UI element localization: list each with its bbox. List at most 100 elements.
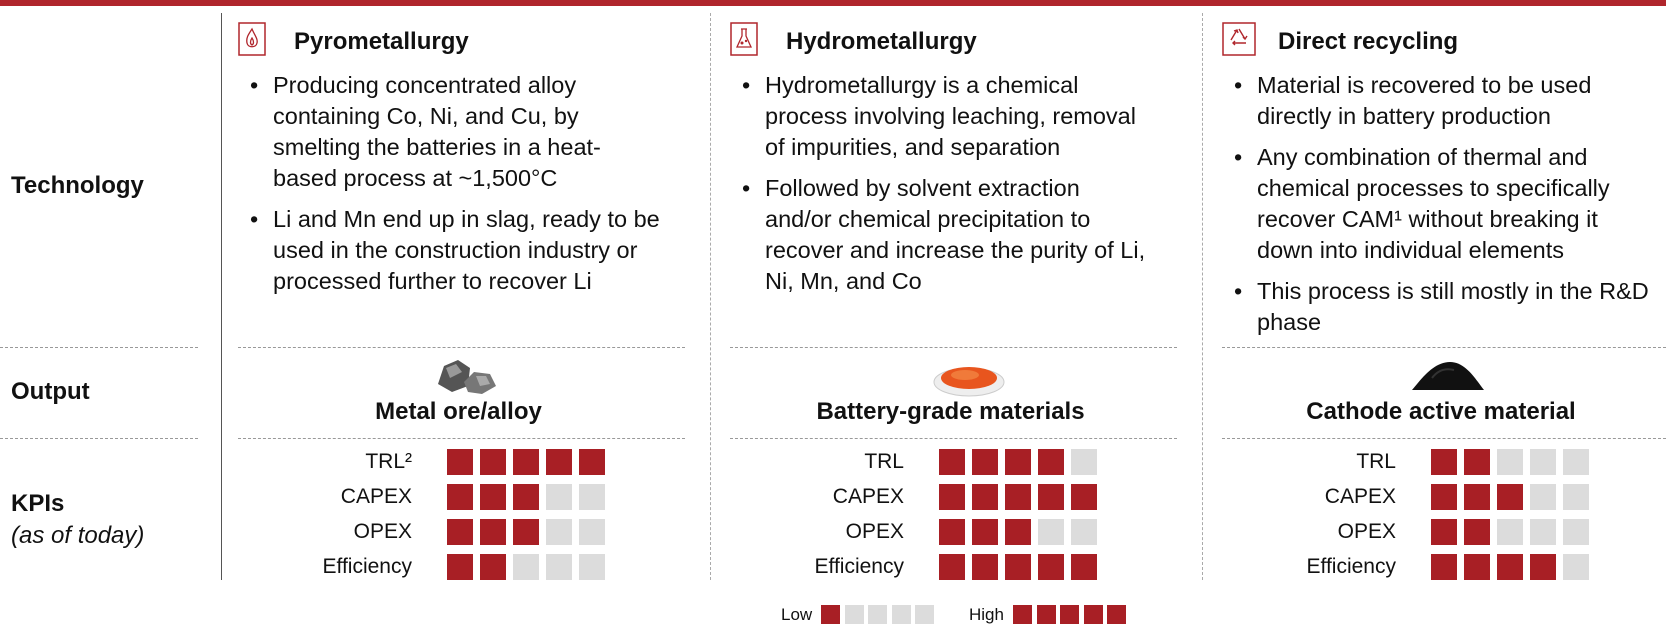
kpi-square: [513, 484, 539, 510]
kpi-square: [579, 519, 605, 545]
kpi-square: [1071, 484, 1097, 510]
row-separator: [1222, 347, 1666, 348]
kpi-square: [1038, 554, 1064, 580]
row-separator: [730, 438, 1177, 439]
bullet-list: Material is recovered to be used directl…: [1234, 70, 1654, 348]
column-title: Hydrometallurgy: [786, 28, 977, 55]
row-separator: [0, 438, 198, 439]
legend-square: [1107, 605, 1126, 624]
row-label: Output: [11, 378, 90, 405]
kpi-square: [972, 484, 998, 510]
legend-square: [868, 605, 887, 624]
icon-flame: [238, 22, 266, 56]
separator: [710, 13, 711, 580]
kpi-square: [447, 484, 473, 510]
kpi-square: [972, 554, 998, 580]
kpi-label: TRL: [1356, 450, 1396, 473]
legend-square: [821, 605, 840, 624]
icon-recycle: [1222, 22, 1256, 56]
row-note: (as of today): [11, 522, 145, 549]
kpi-label: OPEX: [1337, 520, 1396, 543]
kpi-square: [1005, 484, 1031, 510]
bullet-list: Producing concentrated alloy containing …: [250, 70, 660, 307]
kpi-square: [447, 449, 473, 475]
row-separator: [238, 347, 685, 348]
legend-square: [915, 605, 934, 624]
kpi-square: [1497, 554, 1523, 580]
kpi-square: [1464, 554, 1490, 580]
kpi-square: [447, 554, 473, 580]
kpi-square: [1497, 484, 1523, 510]
kpi-square: [939, 449, 965, 475]
kpi-square: [513, 449, 539, 475]
kpi-square: [1431, 484, 1457, 510]
kpi-square: [1071, 449, 1097, 475]
kpi-square: [972, 449, 998, 475]
kpi-square: [1530, 519, 1556, 545]
kpi-label: Efficiency: [322, 555, 413, 578]
kpi-label: TRL²: [365, 450, 412, 473]
kpi-square: [1071, 554, 1097, 580]
kpi-square: [1431, 449, 1457, 475]
kpi-square: [939, 484, 965, 510]
legend-label: High: [969, 605, 1004, 624]
top-bar: [0, 0, 1666, 6]
kpi-square: [546, 449, 572, 475]
kpi-square: [939, 519, 965, 545]
kpi-square: [579, 449, 605, 475]
column-title: Direct recycling: [1278, 28, 1459, 55]
legend-square: [1083, 605, 1103, 624]
legend-square: [844, 605, 864, 624]
kpi-square: [579, 484, 605, 510]
kpi-square: [1431, 554, 1457, 580]
kpi-square: [1038, 519, 1064, 545]
bullet: Li and Mn end up in slag, ready to be us…: [250, 204, 660, 297]
kpi-square: [1530, 554, 1556, 580]
kpi-square: [1071, 519, 1097, 545]
bullet: Followed by solvent extraction and/or ch…: [742, 173, 1152, 297]
kpi-label: Efficiency: [1306, 555, 1397, 578]
output-label: Metal ore/alloy: [375, 398, 542, 425]
row-separator: [1222, 438, 1666, 439]
kpi-square: [579, 554, 605, 580]
kpi-square: [1563, 519, 1589, 545]
row-label: Technology: [11, 172, 144, 199]
row-separator: [0, 347, 198, 348]
kpi-square: [939, 554, 965, 580]
kpi-square: [1005, 519, 1031, 545]
bullet: Producing concentrated alloy containing …: [250, 70, 660, 194]
legend-square: [1036, 605, 1056, 624]
kpi-label: CAPEX: [340, 485, 412, 508]
kpi-square: [1530, 484, 1556, 510]
kpi-square: [480, 519, 506, 545]
bullet: Any combination of thermal and chemical …: [1234, 142, 1654, 266]
powder-image: [933, 367, 1005, 397]
kpi-square: [1464, 519, 1490, 545]
legend-label: Low: [781, 605, 813, 624]
kpi-square: [480, 484, 506, 510]
separator: [1202, 13, 1203, 580]
kpi-square: [1005, 554, 1031, 580]
legend-square: [1060, 605, 1079, 624]
kpi-square: [1530, 449, 1556, 475]
kpi-label: OPEX: [845, 520, 904, 543]
black-powder-image: [1412, 362, 1484, 390]
kpi-square: [1497, 519, 1523, 545]
row-separator: [238, 438, 685, 439]
kpi-label: TRL: [864, 450, 904, 473]
kpi-square: [447, 519, 473, 545]
kpi-square: [546, 554, 572, 580]
kpi-label: CAPEX: [832, 485, 904, 508]
row-separator: [730, 347, 1177, 348]
kpi-square: [1497, 449, 1523, 475]
icon-flask: [730, 22, 758, 56]
kpi-square: [513, 519, 539, 545]
bullet: This process is still mostly in the R&D …: [1234, 276, 1654, 338]
kpi-square: [513, 554, 539, 580]
row-label: KPIs: [11, 490, 65, 517]
kpi-label: CAPEX: [1324, 485, 1396, 508]
output-label: Battery-grade materials: [816, 398, 1085, 425]
bullet: Material is recovered to be used directl…: [1234, 70, 1654, 132]
separator: [221, 13, 222, 580]
